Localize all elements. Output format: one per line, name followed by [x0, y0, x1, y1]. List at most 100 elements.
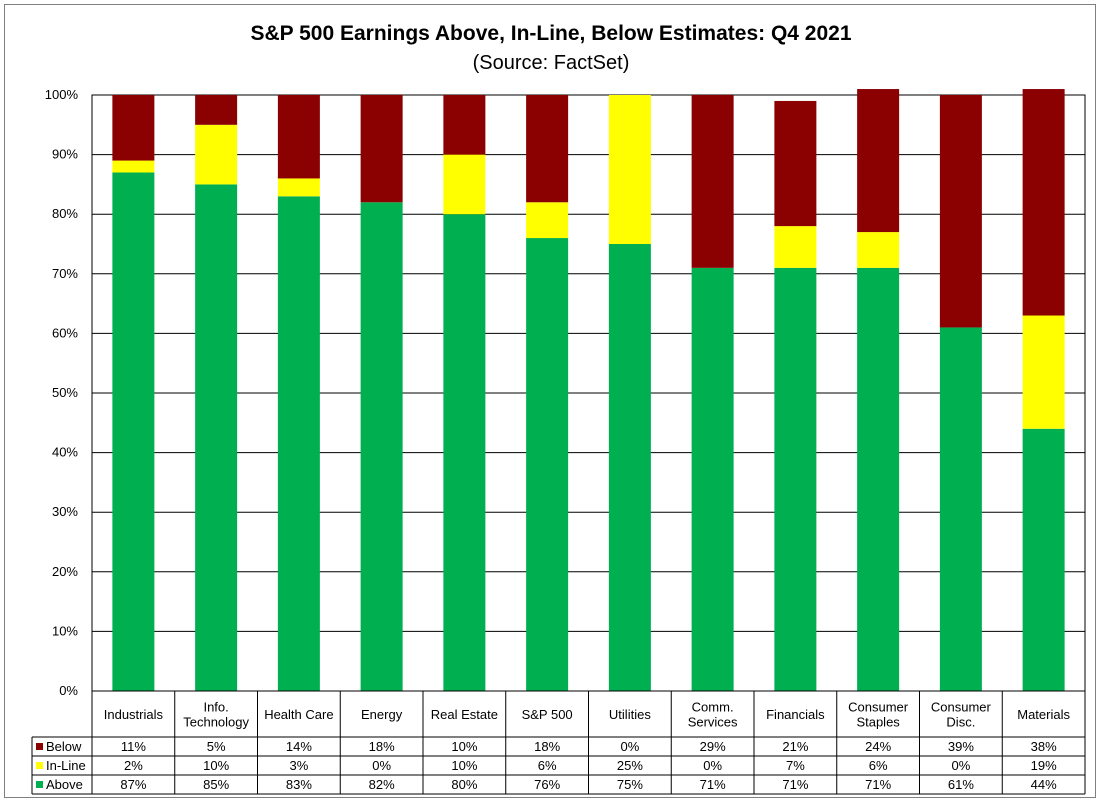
bar-inline	[277, 178, 320, 197]
category-label: Disc.	[946, 715, 975, 730]
y-tick-label: 20%	[52, 564, 78, 579]
category-label: Consumer	[848, 700, 909, 715]
data-label: 25%	[617, 758, 643, 773]
data-label: 71%	[865, 777, 891, 792]
bar-above	[691, 267, 734, 691]
data-label: 76%	[534, 777, 560, 792]
bar-inline	[608, 95, 651, 244]
bar-above	[195, 184, 238, 691]
category-label: Materials	[1017, 707, 1070, 722]
category-label: S&P 500	[522, 707, 573, 722]
bar-inline	[857, 232, 900, 268]
bar-below	[774, 100, 817, 227]
category-label: Services	[688, 715, 738, 730]
bar-inline	[774, 226, 817, 268]
series-name: In-Line	[46, 758, 86, 773]
bar-below	[857, 89, 900, 233]
bar-below	[195, 95, 238, 125]
data-label: 18%	[369, 739, 395, 754]
y-tick-label: 90%	[52, 147, 78, 162]
data-label: 19%	[1031, 758, 1057, 773]
data-label: 18%	[534, 739, 560, 754]
category-label: Staples	[856, 715, 900, 730]
bar-inline	[526, 202, 569, 239]
data-label: 10%	[451, 758, 477, 773]
data-label: 21%	[782, 739, 808, 754]
y-tick-label: 0%	[59, 683, 78, 698]
bar-inline	[112, 160, 155, 173]
data-label: 29%	[700, 739, 726, 754]
y-tick-label: 50%	[52, 385, 78, 400]
bar-above	[608, 244, 651, 691]
data-label: 80%	[451, 777, 477, 792]
data-label: 39%	[948, 739, 974, 754]
data-label: 10%	[203, 758, 229, 773]
bar-below	[360, 95, 403, 203]
category-label: Real Estate	[431, 707, 498, 722]
category-label: Utilities	[609, 707, 651, 722]
data-label: 0%	[703, 758, 722, 773]
legend-key-above	[36, 781, 43, 788]
bar-below	[1022, 89, 1065, 316]
series-name: Below	[46, 739, 82, 754]
data-label: 75%	[617, 777, 643, 792]
y-tick-label: 80%	[52, 206, 78, 221]
data-label: 3%	[289, 758, 308, 773]
bar-above	[443, 214, 486, 691]
data-label: 11%	[121, 739, 146, 754]
bar-inline	[1022, 315, 1065, 429]
bar-above	[1022, 428, 1065, 691]
bar-below	[691, 95, 734, 268]
bar-above	[277, 196, 320, 691]
legend-key-inline	[36, 762, 43, 769]
data-label: 24%	[865, 739, 891, 754]
category-label: Industrials	[104, 707, 164, 722]
y-tick-label: 40%	[52, 445, 78, 460]
data-label: 38%	[1031, 739, 1057, 754]
data-label: 5%	[207, 739, 226, 754]
bar-below	[277, 95, 320, 179]
category-label: Health Care	[264, 707, 333, 722]
data-label: 83%	[286, 777, 312, 792]
y-tick-label: 100%	[45, 87, 79, 102]
bar-above	[360, 202, 403, 691]
bar-below	[526, 95, 569, 203]
y-tick-label: 30%	[52, 504, 78, 519]
data-label: 10%	[451, 739, 477, 754]
bar-inline	[443, 154, 486, 215]
data-label: 2%	[124, 758, 143, 773]
data-label: 44%	[1031, 777, 1057, 792]
category-label: Consumer	[931, 700, 992, 715]
y-tick-label: 10%	[52, 623, 78, 638]
bar-below	[939, 95, 982, 328]
category-label: Comm.	[692, 700, 734, 715]
bar-below	[112, 95, 155, 161]
category-label: Financials	[766, 707, 825, 722]
bar-inline	[195, 124, 238, 185]
category-label: Technology	[183, 715, 249, 730]
bar-above	[939, 327, 982, 691]
data-label: 82%	[369, 777, 395, 792]
data-label: 71%	[782, 777, 808, 792]
category-label: Energy	[361, 707, 403, 722]
data-label: 6%	[538, 758, 557, 773]
data-label: 6%	[869, 758, 888, 773]
data-label: 85%	[203, 777, 229, 792]
chart-subtitle: (Source: FactSet)	[472, 52, 630, 74]
data-label: 87%	[120, 777, 146, 792]
chart-title: S&P 500 Earnings Above, In-Line, Below E…	[250, 22, 852, 45]
bar-above	[112, 172, 155, 692]
data-label: 71%	[700, 777, 726, 792]
data-label: 0%	[372, 758, 391, 773]
category-label: Info.	[203, 700, 228, 715]
data-label: 7%	[786, 758, 805, 773]
data-label: 14%	[286, 739, 312, 754]
legend-key-below	[36, 743, 43, 750]
data-label: 0%	[951, 758, 970, 773]
bar-above	[774, 267, 817, 691]
data-label: 0%	[620, 739, 639, 754]
y-tick-label: 60%	[52, 325, 78, 340]
bar-below	[443, 95, 486, 155]
data-label: 61%	[948, 777, 974, 792]
